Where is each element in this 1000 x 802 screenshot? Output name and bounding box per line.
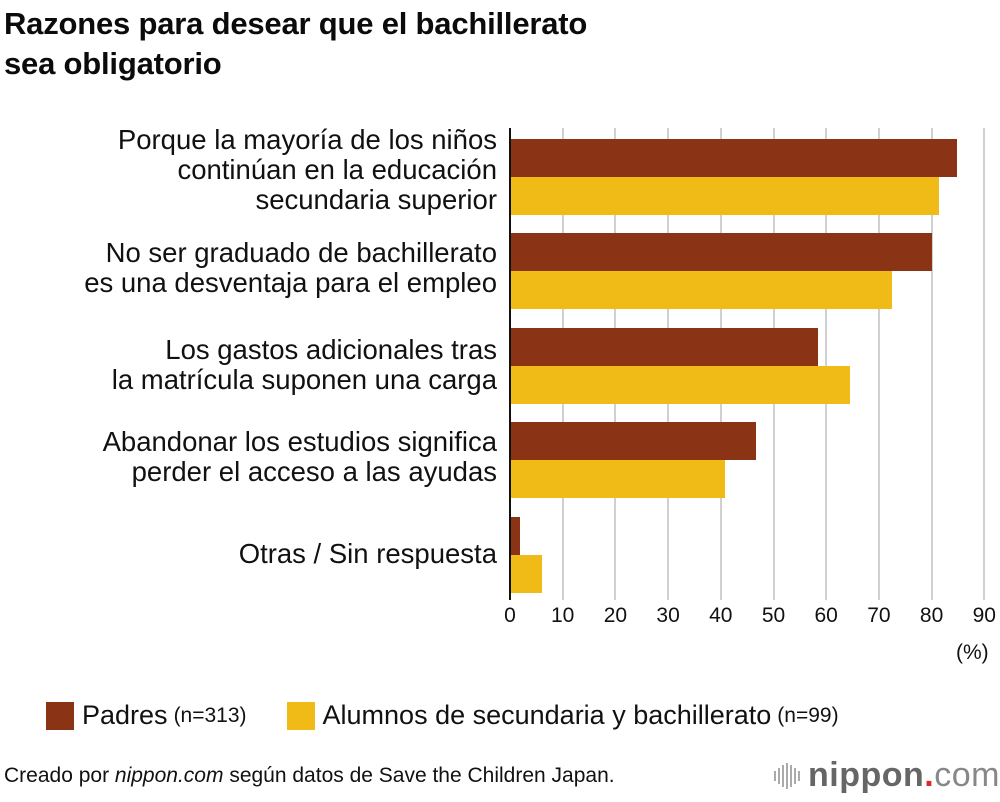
- x-axis-unit: (%): [956, 641, 989, 664]
- legend-item-alumnos: Alumnos de secundaria y bachillerato (n=…: [286, 700, 839, 731]
- label-line: secundaria superior: [255, 184, 497, 215]
- label-line: Los gastos adicionales tras: [165, 334, 497, 365]
- x-tick-label: 70: [867, 604, 891, 627]
- bar-padres: [510, 517, 520, 555]
- legend-swatch-alumnos: [286, 701, 315, 730]
- x-tick-label: 90: [972, 604, 996, 627]
- title-line-1: Razones para desear que el bachillerato: [4, 6, 588, 41]
- label-line: Porque la mayoría de los niños: [117, 124, 497, 155]
- logo-bars-icon: [774, 762, 800, 789]
- legend-label-padres: Padres: [82, 700, 168, 730]
- bar-padres: [510, 328, 819, 366]
- category-label-4: Abandonar los estudios significa perder …: [0, 427, 497, 487]
- x-tick-label: 30: [656, 604, 680, 627]
- source-suffix: según datos de Save the Children Japan.: [223, 764, 615, 787]
- logo-dot: .: [924, 756, 935, 794]
- legend-swatch-padres: [46, 701, 74, 730]
- chart-title: Razones para desear que el bachillerato …: [4, 4, 587, 84]
- bar-alumnos: [510, 366, 850, 404]
- bar-alumnos: [510, 460, 726, 498]
- x-tick-label: 60: [814, 604, 838, 627]
- plot-area: [509, 128, 990, 600]
- bar-alumnos: [510, 555, 543, 593]
- x-tick-label: 0: [504, 604, 516, 627]
- bar-padres: [510, 422, 756, 460]
- y-axis-line: [509, 128, 511, 600]
- category-label-2: No ser graduado de bachillerato es una d…: [0, 238, 497, 298]
- gridline: [825, 128, 828, 600]
- source-site: nippon.com: [114, 764, 224, 787]
- x-tick-label: 40: [709, 604, 733, 627]
- gridline: [930, 128, 933, 600]
- label-line: perder el acceso a las ayudas: [131, 456, 497, 487]
- logo-tld: com: [934, 756, 1000, 794]
- title-line-2: sea obligatorio: [4, 46, 222, 81]
- legend-item-padres: Padres (n=313): [46, 700, 247, 731]
- x-tick-label: 50: [761, 604, 786, 627]
- label-line: continúan en la educación: [177, 154, 497, 185]
- source-note: Creado por nippon.com según datos de Sav…: [4, 764, 615, 788]
- source-prefix: Creado por: [4, 764, 115, 787]
- category-label-5: Otras / Sin respuesta: [0, 539, 497, 569]
- gridline: [877, 128, 880, 600]
- logo-name: nippon: [808, 756, 925, 794]
- gridline: [983, 128, 986, 600]
- x-tick-label: 80: [919, 604, 944, 627]
- label-line: es una desventaja para el empleo: [84, 267, 497, 298]
- x-tick-label: 20: [603, 604, 628, 627]
- bar-alumnos: [510, 271, 892, 309]
- label-line: Otras / Sin respuesta: [238, 538, 497, 569]
- x-tick-label: 10: [551, 604, 575, 627]
- legend-label-alumnos: Alumnos de secundaria y bachillerato: [322, 700, 772, 730]
- nippon-logo: nippon. com: [774, 756, 1000, 795]
- label-line: No ser graduado de bachillerato: [105, 237, 497, 268]
- bar-padres: [510, 139, 957, 177]
- label-line: la matrícula suponen una carga: [111, 364, 497, 395]
- label-line: Abandonar los estudios significa: [102, 426, 497, 457]
- category-label-1: Porque la mayoría de los niños continúan…: [0, 125, 497, 215]
- legend-n-padres: (n=313): [173, 703, 247, 727]
- category-label-3: Los gastos adicionales tras la matrícula…: [0, 335, 497, 395]
- legend-n-alumnos: (n=99): [777, 703, 839, 727]
- bar-alumnos: [510, 177, 939, 215]
- legend: Padres (n=313) Alumnos de secundaria y b…: [46, 700, 879, 731]
- bar-padres: [510, 233, 932, 271]
